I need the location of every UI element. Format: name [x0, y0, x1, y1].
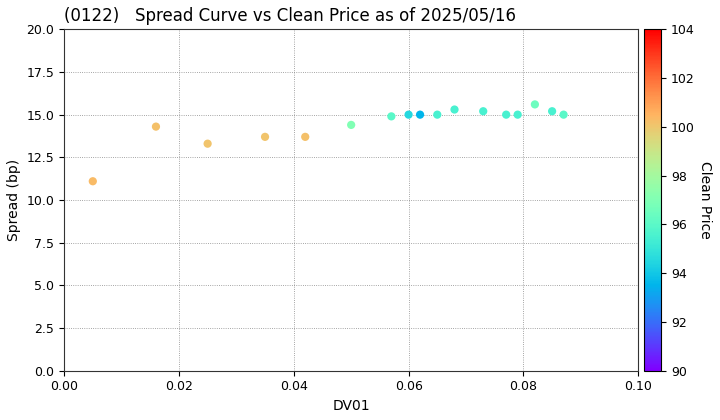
Y-axis label: Spread (bp): Spread (bp) [7, 159, 21, 241]
Text: (0122)   Spread Curve vs Clean Price as of 2025/05/16: (0122) Spread Curve vs Clean Price as of… [64, 7, 516, 25]
Point [512, 111, 523, 118]
Point [546, 108, 558, 115]
Point [558, 111, 570, 118]
Point [414, 111, 426, 118]
Point [150, 123, 162, 130]
Point [87, 178, 99, 185]
Y-axis label: Clean Price: Clean Price [698, 161, 711, 239]
Point [500, 111, 512, 118]
Point [431, 111, 443, 118]
X-axis label: DV01: DV01 [333, 399, 370, 413]
Point [346, 121, 357, 128]
Point [300, 134, 311, 140]
Point [449, 106, 460, 113]
Point [529, 101, 541, 108]
Point [386, 113, 397, 120]
Point [402, 111, 414, 118]
Point [202, 140, 213, 147]
Point [477, 108, 489, 115]
Point [259, 134, 271, 140]
